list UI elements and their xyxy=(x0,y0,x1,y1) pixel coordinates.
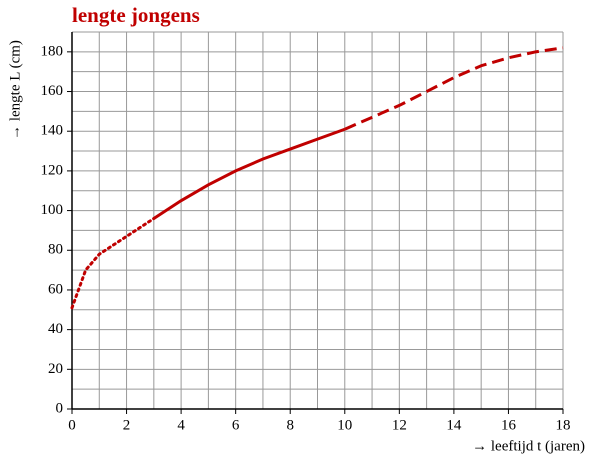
x-tick-label: 8 xyxy=(286,417,294,433)
line-solid xyxy=(153,127,346,220)
y-tick-label: 140 xyxy=(41,123,64,139)
chart-title: lengte jongens xyxy=(72,3,200,27)
y-tick-label: 60 xyxy=(48,281,63,297)
y-tick-label: 120 xyxy=(41,162,64,178)
y-axis-label: → lengte L (cm) xyxy=(7,40,23,140)
x-tick-label: 12 xyxy=(392,417,407,433)
x-tick-label: 0 xyxy=(68,417,76,433)
y-tick-label: 0 xyxy=(56,400,64,416)
line-dotted xyxy=(70,217,156,310)
x-tick-label: 4 xyxy=(177,417,185,433)
y-tick-label: 40 xyxy=(48,321,63,337)
y-tick-label: 160 xyxy=(41,83,64,99)
y-tick-label: 180 xyxy=(41,43,64,59)
y-tick-label: 80 xyxy=(48,242,63,258)
x-tick-label: 18 xyxy=(556,417,571,433)
y-tick-label: 100 xyxy=(41,202,64,218)
x-tick-label: 10 xyxy=(337,417,352,433)
x-tick-label: 2 xyxy=(123,417,131,433)
x-axis-label: → leeftijd t (jaren) xyxy=(472,438,585,454)
x-tick-label: 14 xyxy=(446,417,462,433)
line-dashed xyxy=(344,46,564,131)
x-tick-label: 16 xyxy=(501,417,517,433)
x-tick-label: 6 xyxy=(232,417,240,433)
y-tick-label: 20 xyxy=(48,361,63,377)
